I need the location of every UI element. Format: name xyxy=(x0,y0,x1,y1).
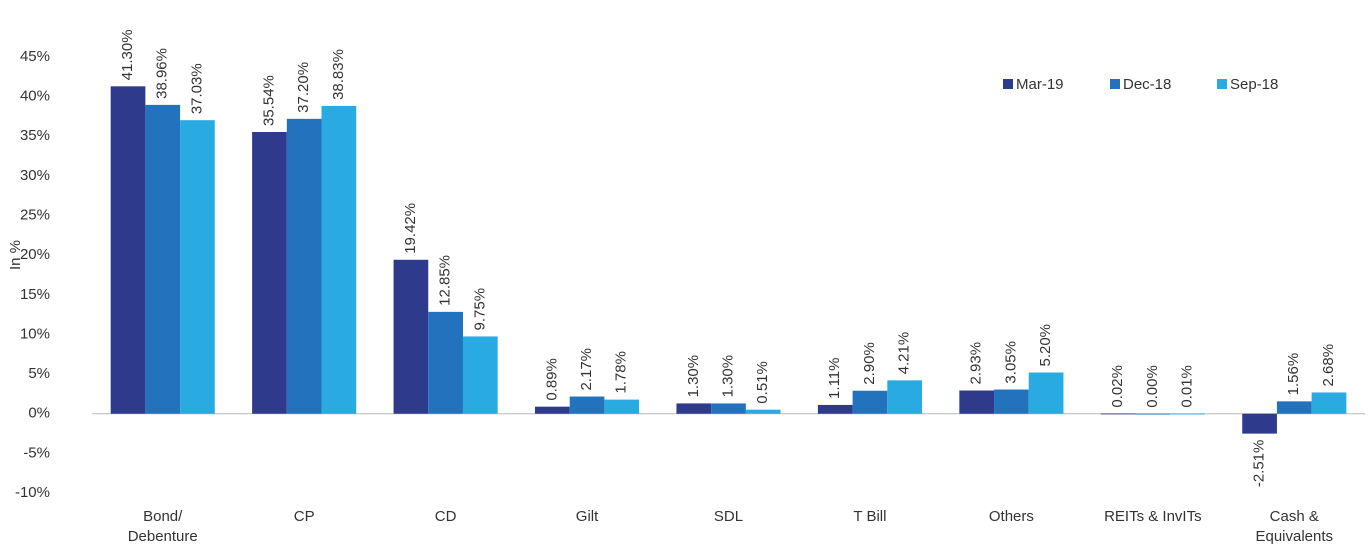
bar xyxy=(1311,392,1347,414)
x-tick-label: REITs & InvITs xyxy=(1104,508,1202,525)
bar xyxy=(252,131,287,414)
value-label: 19.42% xyxy=(402,203,419,254)
bar xyxy=(994,389,1029,414)
legend-label: Sep-18 xyxy=(1230,76,1278,93)
y-tick-label: 25% xyxy=(20,207,50,224)
x-tick-label: Bond/ Debenture xyxy=(127,508,198,545)
bar xyxy=(428,311,463,414)
legend-swatch xyxy=(1003,79,1013,89)
value-label: 38.83% xyxy=(330,49,347,100)
bar xyxy=(817,404,853,414)
y-tick-label: 40% xyxy=(20,88,50,105)
value-label: 1.30% xyxy=(719,355,736,398)
value-label: 2.93% xyxy=(968,342,985,385)
bar xyxy=(1170,413,1205,415)
x-tick-label: Cash & Equivalents xyxy=(1255,508,1334,545)
bar xyxy=(1242,413,1277,434)
x-tick-label: T Bill xyxy=(853,508,887,525)
bar xyxy=(569,396,605,414)
x-tick-label: Others xyxy=(988,508,1034,525)
bar xyxy=(321,105,357,414)
bar xyxy=(180,120,215,414)
bar xyxy=(959,390,995,414)
y-tick-label: 5% xyxy=(28,365,50,382)
x-tick-label: Gilt xyxy=(575,508,599,525)
bar xyxy=(393,259,429,414)
value-label: 37.20% xyxy=(295,62,312,113)
value-label: 5.20% xyxy=(1037,324,1054,367)
legend-label: Mar-19 xyxy=(1016,76,1064,93)
bar xyxy=(1276,401,1312,414)
value-label: 0.00% xyxy=(1144,365,1161,408)
bar xyxy=(286,118,322,414)
value-label: 37.03% xyxy=(188,63,205,114)
y-tick-label: 35% xyxy=(20,127,50,144)
value-label: 1.56% xyxy=(1285,353,1302,396)
y-tick-label: 15% xyxy=(20,286,50,303)
value-label: 3.05% xyxy=(1002,341,1019,384)
bar xyxy=(676,403,712,414)
value-label: 0.89% xyxy=(543,358,560,401)
value-label: 2.17% xyxy=(578,348,595,391)
value-label: 35.54% xyxy=(260,75,277,126)
value-label: 12.85% xyxy=(437,255,454,306)
value-label: 0.51% xyxy=(754,361,771,404)
y-axis-label: In % xyxy=(7,240,24,270)
bar xyxy=(852,390,888,414)
x-tick-label: CD xyxy=(434,508,457,525)
value-label: 2.68% xyxy=(1320,344,1337,387)
value-label: -2.51% xyxy=(1251,440,1268,488)
y-tick-label: 10% xyxy=(20,325,50,342)
value-label: 1.78% xyxy=(613,351,630,394)
y-tick-label: 45% xyxy=(20,48,50,65)
bar xyxy=(1028,372,1064,414)
bar xyxy=(462,336,498,414)
value-label: 2.90% xyxy=(861,342,878,385)
y-tick-label: 30% xyxy=(20,167,50,184)
bar xyxy=(110,86,146,414)
bar xyxy=(711,403,746,414)
value-label: 38.96% xyxy=(154,48,171,99)
value-label: 41.30% xyxy=(119,29,136,80)
legend-swatch xyxy=(1110,79,1120,89)
bar xyxy=(887,380,922,414)
y-tick-label: 0% xyxy=(28,405,50,422)
value-label: 1.30% xyxy=(685,355,702,398)
legend-swatch xyxy=(1217,79,1227,89)
value-label: 1.11% xyxy=(826,358,843,399)
x-tick-label: CP xyxy=(293,508,315,525)
y-tick-label: 20% xyxy=(20,246,50,263)
bar xyxy=(145,104,181,414)
y-tick-label: -10% xyxy=(15,484,50,501)
y-tick-label: -5% xyxy=(23,444,50,461)
bar xyxy=(535,406,570,414)
bar xyxy=(745,409,781,414)
bar xyxy=(604,399,640,414)
value-label: 4.21% xyxy=(896,332,913,375)
legend-label: Dec-18 xyxy=(1123,76,1171,93)
bar xyxy=(1135,413,1171,415)
value-label: 0.01% xyxy=(1179,365,1196,408)
value-label: 0.02% xyxy=(1109,365,1126,408)
x-tick-label: SDL xyxy=(713,508,744,525)
bar xyxy=(1100,413,1136,415)
value-label: 9.75% xyxy=(471,288,488,331)
